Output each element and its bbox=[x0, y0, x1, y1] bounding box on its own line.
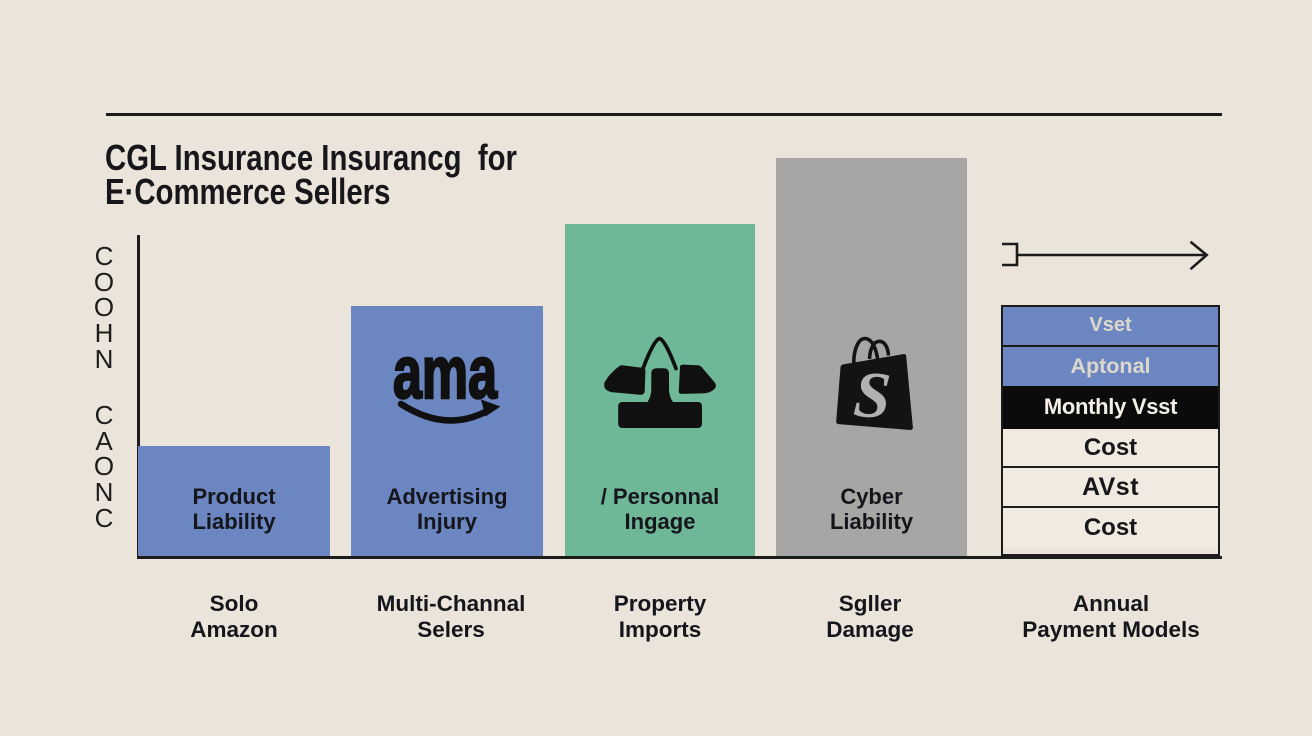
svg-text:ama: ama bbox=[393, 331, 498, 414]
svg-text:S: S bbox=[851, 358, 893, 433]
